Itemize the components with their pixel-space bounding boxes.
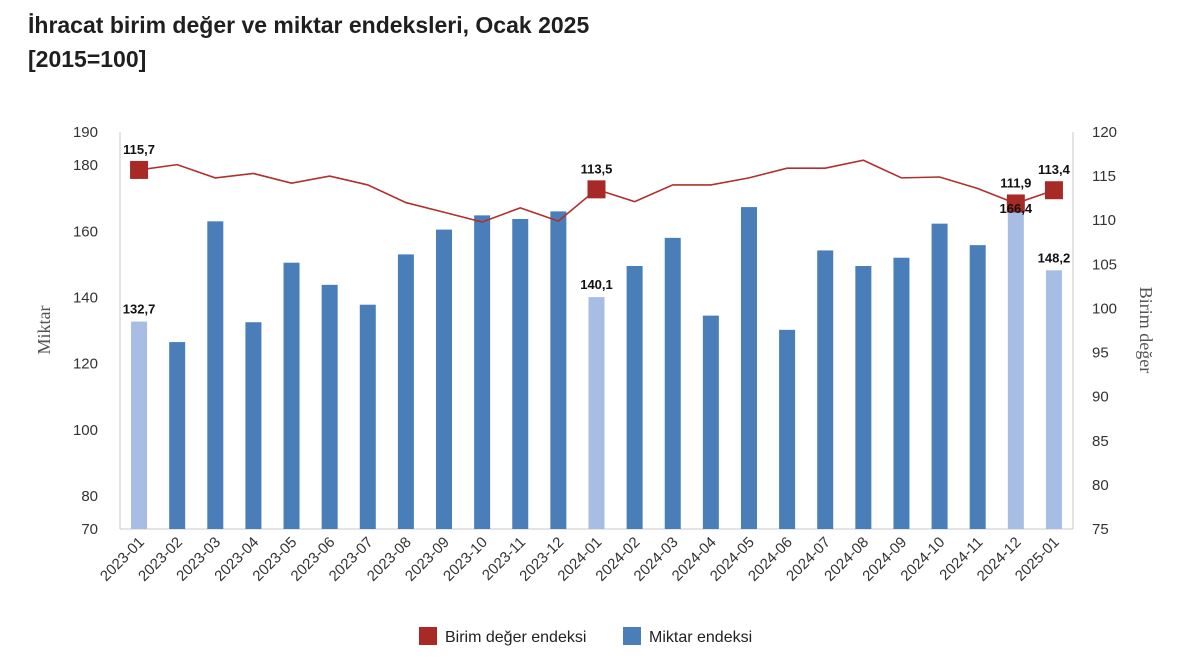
legend-label-quantity: Miktar endeksi [649,629,752,646]
bar-2023-11 [512,219,529,530]
right-axis-tick-label: 90 [1092,389,1109,406]
line-label-2024-01: 113,5 [581,161,613,176]
left-axis-tick-label: 120 [73,356,98,373]
bar-series [131,207,1062,530]
bar-2023-03 [207,221,224,529]
bar-2023-05 [283,262,300,529]
right-axis-tick-label: 110 [1092,212,1116,229]
bar-2023-01 [131,321,148,529]
left-axis-tick-label: 70 [81,521,98,538]
bar-2024-12 [1007,210,1024,529]
left-axis-tick-label: 140 [73,289,98,306]
title-line-2: [2015=100] [28,46,147,72]
bar-label-2024-01: 140,1 [580,277,613,292]
bar-2023-12 [550,211,567,529]
bar-2023-08 [397,254,414,530]
bar-2024-02 [626,265,643,529]
data-labels: 132,7 140,1 166,4 148,2 115,7 113,5 111,9 113,4 [123,142,1071,317]
bar-2023-04 [245,322,262,529]
right-axis-tick-label: 120 [1092,124,1117,141]
title-line-1: İhracat birim değer ve miktar endeksleri… [28,12,590,38]
bar-2024-07 [817,250,834,529]
left-axis-tick-label: 100 [73,422,98,439]
bar-2024-08 [855,265,872,529]
right-axis-tick-label: 85 [1092,433,1109,450]
bar-2024-06 [779,329,796,529]
right-axis-tick-label: 75 [1092,521,1109,538]
axes: 70 80 100 120 140 160 180 190 75 80 85 90 95 100 105 11… [34,124,1156,538]
line-marker-2025-01 [1044,181,1063,200]
left-axis-tick-label: 80 [81,488,98,505]
bar-2024-10 [931,223,948,529]
bar-2024-01 [588,297,605,529]
bar-2023-09 [436,229,453,530]
line-marker-2024-01 [587,180,606,199]
line-label-2023-01: 115,7 [123,142,155,157]
left-axis-title: Miktar [34,306,54,355]
right-axis-tick-label: 115 [1092,168,1116,185]
line-series [130,159,1063,223]
legend-label-unit-value: Birim değer endeksi [445,629,586,646]
bar-2023-07 [359,304,376,529]
left-axis-tick-label: 160 [73,223,98,240]
line-label-2024-12: 111,9 [1000,175,1031,190]
left-axis-tick-label: 180 [73,157,98,174]
line-marker-2024-12 [1006,194,1025,213]
chart-title: İhracat birim değer ve miktar endeksleri… [28,8,589,76]
bar-2023-06 [321,284,338,529]
bar-2024-05 [740,207,757,529]
bar-2023-10 [474,215,491,529]
legend-swatch-unit-value [419,627,437,645]
bar-2023-02 [169,342,186,529]
bar-label-2024-12: 166,4 [1000,201,1033,216]
bar-label-2025-01: 148,2 [1038,250,1071,265]
right-axis-tick-label: 105 [1092,256,1117,273]
bar-2024-03 [664,237,681,529]
line-marker-2023-01 [130,160,149,179]
legend: Birim değer endeksi Miktar endeksi [419,627,752,646]
legend-swatch-quantity [623,627,641,645]
left-axis-tick-label: 190 [73,124,98,141]
bar-2024-09 [893,257,910,529]
bar-2025-01 [1045,270,1062,529]
right-axis-tick-label: 95 [1092,345,1109,362]
bar-2024-11 [969,245,986,529]
right-axis-title: Birim değer [1136,287,1156,373]
right-axis-tick-label: 100 [1092,300,1117,317]
bar-2024-04 [702,315,719,529]
bar-label-2023-01: 132,7 [123,302,156,317]
line-label-2025-01: 113,4 [1038,162,1071,177]
right-axis-tick-label: 80 [1092,477,1109,494]
x-axis-ticks: 2023-012023-022023-032023-042023-052023-… [97,534,1063,585]
